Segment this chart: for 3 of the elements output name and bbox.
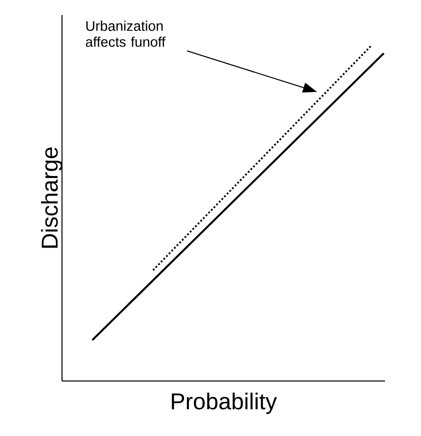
x-axis-title: Probability <box>172 392 277 414</box>
annotation: Urbanization affects funoff <box>86 20 166 47</box>
y-axis-title: Discharge <box>40 147 62 248</box>
